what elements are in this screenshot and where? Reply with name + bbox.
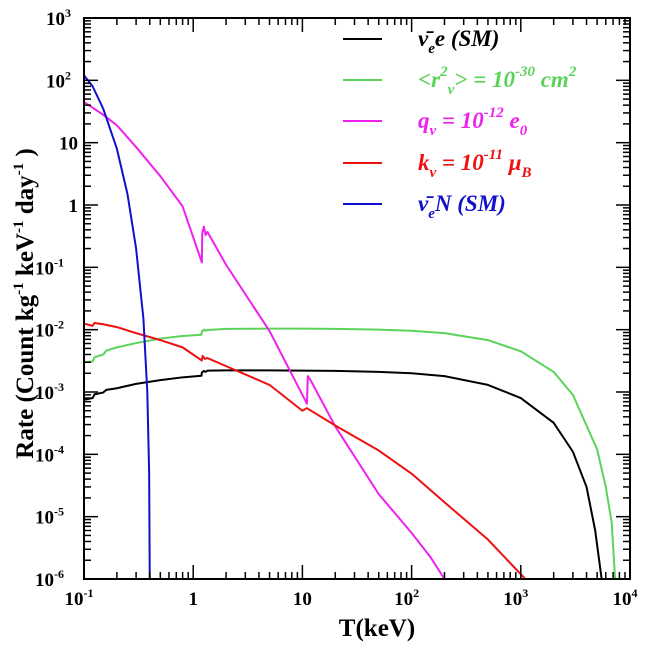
legend-label-1: ν̄ee (SM): [418, 26, 499, 57]
x-tick-label: 104: [613, 586, 638, 610]
series-line-2: [84, 327, 617, 579]
legend-label-3: qν = 10-12 e0: [418, 105, 528, 139]
y-tick-label: 10-1: [35, 255, 64, 279]
x-tick-label: 10-1: [65, 586, 94, 610]
x-tick-label: 103: [503, 586, 528, 610]
series-layer: [84, 74, 617, 579]
y-tick-label: 10-2: [35, 318, 64, 342]
y-tick-label: 102: [46, 68, 71, 92]
y-tick-label: 103: [46, 6, 71, 30]
x-axis-title: T(keV): [339, 615, 415, 642]
y-tick-label: 10: [59, 134, 78, 155]
y-tick-label: 10-4: [35, 442, 64, 466]
y-tick-label: 10-5: [35, 505, 64, 529]
y-axis-title: Rate (Count kg-1 keV-1 day-1 ): [11, 148, 39, 458]
tick-labels: 10-1 1 10 102 103 104 10-6 10-5 10-4 10-3 10-2 10-1…: [35, 6, 638, 610]
x-tick-label: 1: [188, 589, 198, 610]
x-tick-label: 102: [394, 586, 419, 610]
axis-ticks: [83, 17, 631, 580]
legend-label-4: kν = 10-11 μB: [418, 147, 532, 181]
series-line-1: [84, 369, 603, 579]
plot-frame: [83, 17, 631, 580]
series-line-3: [84, 101, 446, 579]
legend-label-2: <r2ν> = 10-30 cm2: [418, 64, 577, 98]
x-tick-label: 10: [293, 589, 312, 610]
legend: ν̄ee (SM) <r2ν> = 10-30 cm2 qν = 10-12 e0 k…: [343, 26, 577, 222]
series-line-5: [84, 74, 151, 579]
series-line-4: [84, 321, 527, 579]
y-tick-label: 10-3: [35, 380, 64, 404]
y-tick-label: 1: [69, 196, 79, 217]
legend-label-5: ν̄eN (SM): [418, 191, 506, 222]
y-tick-label: 10-6: [35, 567, 64, 591]
